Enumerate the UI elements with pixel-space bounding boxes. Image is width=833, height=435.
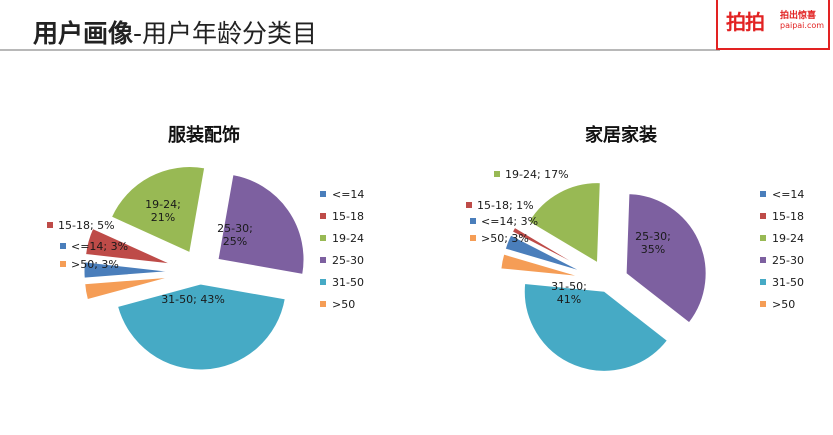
chart1-label-marker-gt50 <box>60 261 66 267</box>
slide-header: 用户画像-用户年龄分类目 拍拍 拍出惊喜 paipai.com <box>0 0 833 60</box>
chart1-legend-label-19-24: 19-24 <box>332 232 364 245</box>
chart2-label-marker-15-18 <box>466 202 472 208</box>
chart2-slice-31-50 <box>523 282 669 372</box>
chart1-slice-gt50 <box>84 276 171 301</box>
chart2-data-label-15-18: 15-18; 1% <box>477 199 534 212</box>
chart2-legend-label-le14: <=14 <box>772 188 804 201</box>
chart2-label-marker-le14 <box>470 218 476 224</box>
chart1-label-marker-le14 <box>60 243 66 249</box>
slide-title-bold: 用户画像 <box>33 19 134 48</box>
chart2-legend-label-gt50: >50 <box>772 298 795 311</box>
chart2-legend-swatch-le14 <box>760 191 766 197</box>
chart2-data-label-le14: <=14; 3% <box>481 215 538 228</box>
chart2-legend-swatch-15-18 <box>760 213 766 219</box>
logo-domain: paipai.com <box>780 21 825 30</box>
chart2-data-label-19-24: 19-24; 17% <box>505 168 569 181</box>
chart1-legend-swatch-31-50 <box>320 279 326 285</box>
chart1-data-label-31-50: 31-50; 43% <box>161 293 225 306</box>
chart2-legend-swatch-31-50 <box>760 279 766 285</box>
chart1-slice-le14 <box>83 261 171 279</box>
chart2-data-label-31-50: 31-50; 41% <box>551 280 587 306</box>
chart2-slice-25-30 <box>625 193 707 324</box>
paipai-logo: 拍拍 拍出惊喜 paipai.com <box>716 0 830 50</box>
chart1-legend-label-gt50: >50 <box>332 298 355 311</box>
chart2-slice-19-24 <box>528 182 601 264</box>
chart2-slice-le14 <box>504 234 583 273</box>
chart1-legend-swatch-15-18 <box>320 213 326 219</box>
chart2-label-marker-19-24 <box>494 171 500 177</box>
chart1-slice-19-24 <box>110 166 206 254</box>
chart1-data-label-gt50: >50; 3% <box>71 258 119 271</box>
chart2-slice-gt50 <box>500 253 581 278</box>
chart2-title: 家居家装 <box>585 125 657 146</box>
logo-main-text: 拍拍 <box>726 10 765 34</box>
chart2-label-marker-gt50 <box>470 235 476 241</box>
chart2-legend-label-15-18: 15-18 <box>772 210 804 223</box>
chart1-title: 服装配饰 <box>168 125 240 146</box>
chart2-legend-swatch-gt50 <box>760 301 766 307</box>
chart2-legend-label-31-50: 31-50 <box>772 276 804 289</box>
chart2-data-label-gt50: >50; 3% <box>481 232 529 245</box>
chart1-data-label-25-30: 25-30; 25% <box>217 222 253 248</box>
chart1-slice-15-18 <box>85 227 172 265</box>
chart1-legend-label-25-30: 25-30 <box>332 254 364 267</box>
header-divider <box>0 49 720 51</box>
slide-title-rest: -用户年龄分类目 <box>133 19 318 48</box>
chart1-legend-swatch-25-30 <box>320 257 326 263</box>
chart1-legend-swatch-19-24 <box>320 235 326 241</box>
chart1-data-label-19-24: 19-24; 21% <box>145 198 181 224</box>
chart2-legend-label-25-30: 25-30 <box>772 254 804 267</box>
slide-title: 用户画像-用户年龄分类目 <box>33 14 317 50</box>
chart1-data-label-le14: <=14; 3% <box>71 240 128 253</box>
chart1-label-marker-15-18 <box>47 222 53 228</box>
chart1-slice-25-30 <box>217 174 305 275</box>
chart2-slice-15-18 <box>511 226 584 269</box>
chart2-legend-swatch-25-30 <box>760 257 766 263</box>
chart2-legend-label-19-24: 19-24 <box>772 232 804 245</box>
chart1-slice-31-50 <box>116 283 286 371</box>
chart2-legend-swatch-19-24 <box>760 235 766 241</box>
chart1-legend-swatch-le14 <box>320 191 326 197</box>
chart1-legend-label-31-50: 31-50 <box>332 276 364 289</box>
chart1-legend-label-le14: <=14 <box>332 188 364 201</box>
logo-slogan: 拍出惊喜 <box>780 11 817 21</box>
chart1-data-label-15-18: 15-18; 5% <box>58 219 115 232</box>
chart1-legend-label-15-18: 15-18 <box>332 210 364 223</box>
chart1-legend-swatch-gt50 <box>320 301 326 307</box>
chart2-data-label-25-30: 25-30; 35% <box>635 230 671 256</box>
